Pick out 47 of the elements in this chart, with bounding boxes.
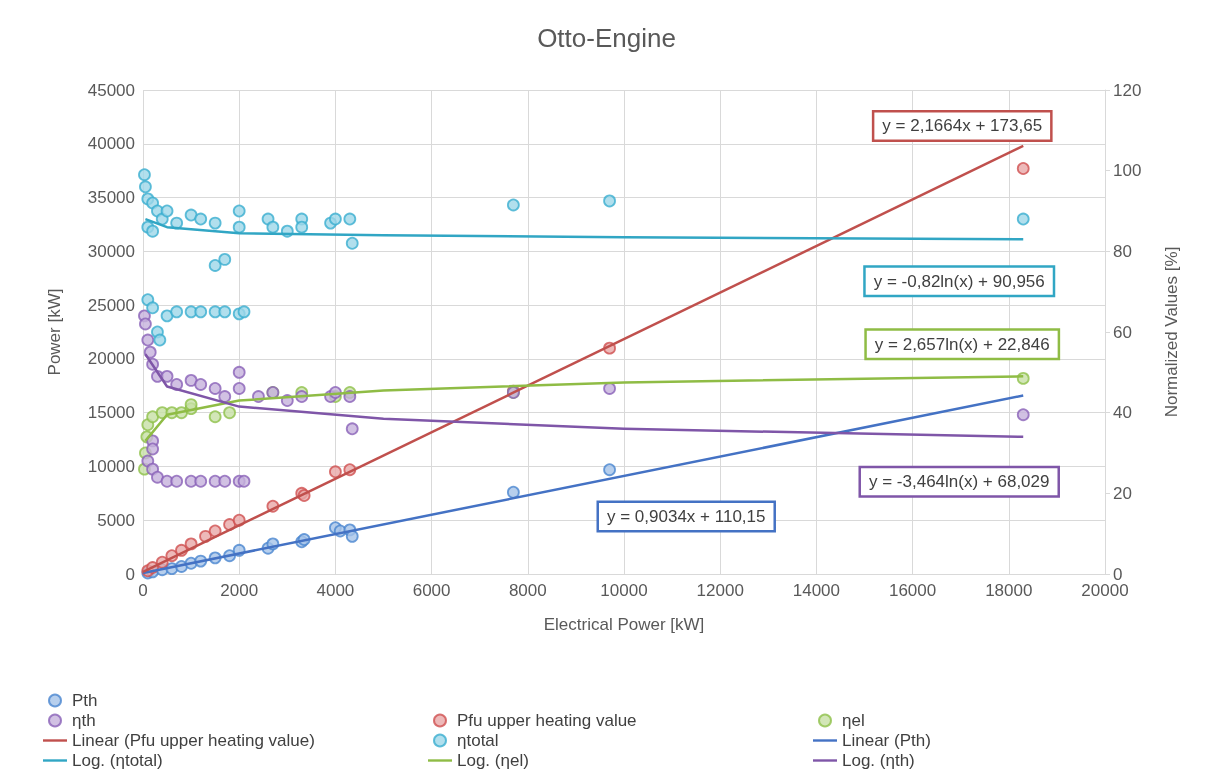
y-tick-label: 40000 [87,134,135,154]
y-tick-label: 25000 [87,295,135,315]
y2-tick-label: 20 [1113,483,1132,503]
annotation: y = 2,1664x + 173,65 [882,116,1043,136]
y-axis-title: Power [kW] [45,288,64,376]
y-tick-label: 15000 [87,403,135,423]
y2-axis-title: Normalized Values [%] [1162,246,1181,418]
legend-label: Pfu upper heating value [457,711,637,730]
annotation: y = 0,9034x + 110,15 [606,506,766,526]
legend-label: ηtotal [457,731,499,750]
x-tick-label: 14000 [792,581,841,600]
y-tick-label: 45000 [87,80,135,100]
y-tick-label: 30000 [87,241,135,261]
legend-label: Log. (ηel) [457,751,529,770]
y2-tick-label: 120 [1113,80,1142,100]
y2-tick-label: 40 [1113,403,1132,423]
x-tick-label: 2000 [220,581,259,600]
y-tick-label: 0 [125,564,135,584]
x-tick-label: 0 [138,581,148,600]
x-tick-label: 10000 [600,581,648,600]
legend-label: Log. (ηth) [842,751,915,770]
legend-label: Pth [72,691,98,710]
annotation: y = 2,657ln(x) + 22,846 [874,334,1050,354]
x-tick-label: 4000 [316,581,355,600]
x-axis-title: Electrical Power [kW] [543,615,705,634]
x-tick-label: 16000 [888,581,937,600]
chart-title: Otto-Engine [537,23,676,53]
legend-label: Log. (ηtotal) [72,751,163,770]
legend-label: ηel [842,711,865,730]
y2-tick-label: 80 [1113,241,1132,261]
legend-label: ηth [72,711,96,730]
x-tick-label: 6000 [412,581,451,600]
x-tick-label: 12000 [696,581,744,600]
legend-label: Linear (Pfu upper heating value) [72,731,315,750]
y2-tick-label: 100 [1113,161,1142,181]
legend-label: Linear (Pth) [842,731,931,750]
y2-tick-label: 60 [1113,322,1132,342]
y2-tick-label: 0 [1113,564,1123,584]
annotation: y = -3,464ln(x) + 68,029 [868,472,1050,492]
x-tick-label: 20000 [1081,581,1129,600]
y-tick-label: 35000 [87,188,135,208]
x-tick-label: 8000 [508,581,547,600]
y-tick-label: 10000 [87,456,135,476]
annotation: y = -0,82ln(x) + 90,956 [873,271,1045,291]
y-tick-label: 5000 [97,510,135,530]
x-tick-label: 18000 [985,581,1033,600]
y-tick-label: 20000 [87,349,135,369]
